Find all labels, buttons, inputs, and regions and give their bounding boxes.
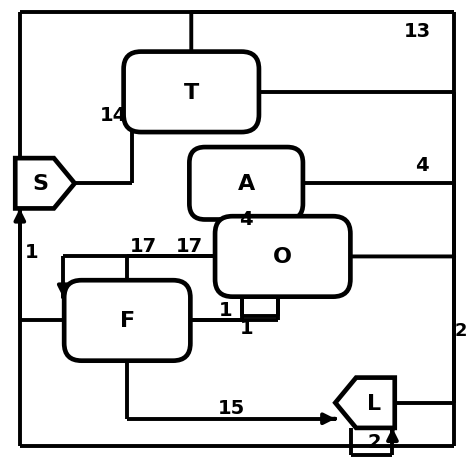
- Text: 13: 13: [404, 22, 431, 40]
- Text: T: T: [183, 83, 199, 103]
- Text: 1: 1: [219, 300, 232, 319]
- Text: 15: 15: [218, 398, 245, 417]
- Polygon shape: [15, 159, 75, 209]
- Text: L: L: [367, 393, 381, 413]
- Text: 17: 17: [130, 236, 157, 255]
- FancyBboxPatch shape: [189, 148, 303, 220]
- Text: 14: 14: [100, 106, 127, 125]
- Text: 4: 4: [415, 156, 429, 175]
- FancyBboxPatch shape: [124, 52, 259, 133]
- Text: O: O: [273, 247, 292, 267]
- Text: A: A: [237, 174, 255, 194]
- Text: F: F: [120, 311, 135, 331]
- Text: 2: 2: [367, 432, 381, 451]
- FancyBboxPatch shape: [64, 280, 191, 361]
- FancyBboxPatch shape: [215, 217, 350, 297]
- Text: S: S: [32, 174, 48, 194]
- Text: 1: 1: [239, 318, 253, 337]
- Text: 4: 4: [239, 210, 253, 229]
- Text: 1: 1: [25, 243, 38, 262]
- Polygon shape: [335, 378, 395, 428]
- Text: 17: 17: [175, 236, 202, 255]
- Text: 2: 2: [454, 321, 467, 339]
